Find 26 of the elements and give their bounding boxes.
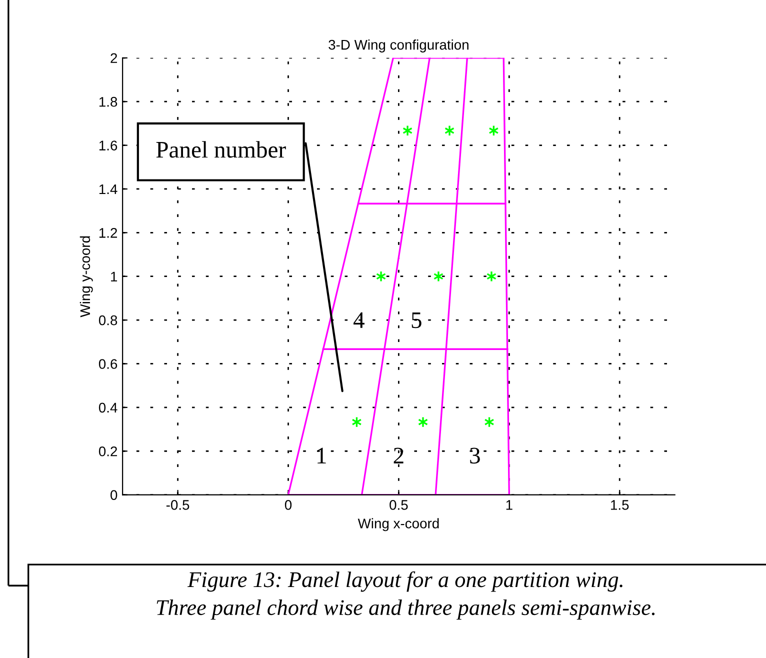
- y-tick-label: 0: [110, 490, 118, 500]
- annotation: 2: [394, 448, 404, 464]
- annotation: 3: [470, 448, 480, 464]
- chart-title: 3-D Wing configuration: [328, 40, 468, 52]
- annotation: 1: [318, 448, 326, 464]
- y-tick-label: 0.6: [98, 359, 118, 369]
- y-tick-label: 1: [111, 272, 118, 282]
- y-tick-label: 0.8: [98, 315, 118, 326]
- annotation: 5: [412, 312, 422, 328]
- annotation: Panel number: [156, 141, 286, 158]
- x-tick-label: 0: [284, 500, 292, 510]
- x-tick-label: 1.5: [611, 500, 629, 510]
- y-tick-label: 1.6: [99, 140, 118, 150]
- x-axis-title: Wing x-coord: [358, 518, 439, 532]
- y-tick-label: 1.8: [99, 96, 118, 107]
- x-tick-label: 0.5: [390, 500, 408, 510]
- y-tick-label: 1.2: [99, 228, 118, 238]
- y-tick-label: 0.4: [98, 402, 118, 413]
- x-tick-label: -0.5: [166, 500, 190, 510]
- y-tick-label: 0.2: [98, 446, 118, 456]
- x-tick-label: 1: [506, 500, 512, 510]
- y-tick-label: 1.4: [99, 184, 118, 194]
- y-axis-title: Wing y-coord: [80, 236, 93, 318]
- annotation: 4: [353, 312, 364, 328]
- caption: Figure 13: Panel layout for a one partition wing. Three panel chord wise and three panels semi-spanwise.: [156, 571, 655, 620]
- y-tick-label: 2: [110, 53, 117, 63]
